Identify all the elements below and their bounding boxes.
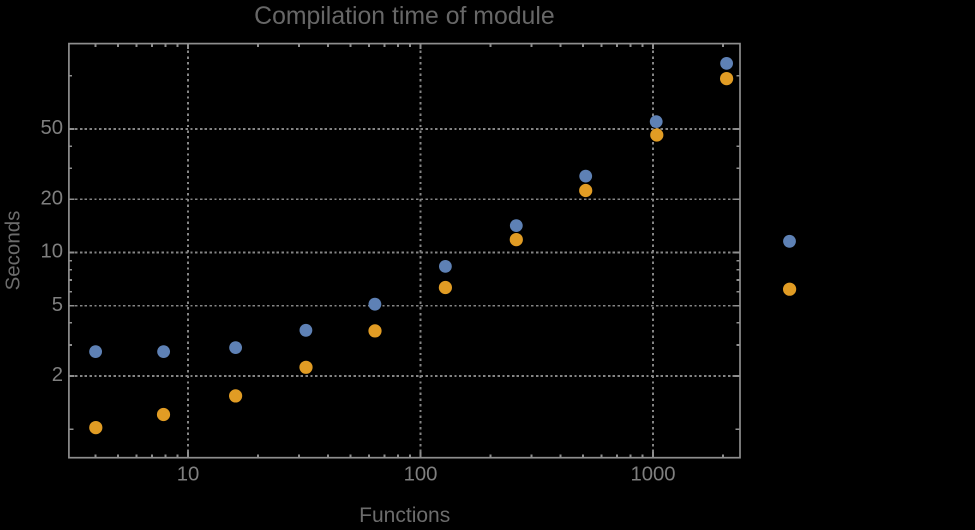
svg-text:10: 10 <box>40 241 63 263</box>
svg-text:5: 5 <box>52 294 63 316</box>
svg-text:Compilation time of module: Compilation time of module <box>254 3 554 30</box>
svg-text:Functions: Functions <box>359 504 450 525</box>
svg-text:100: 100 <box>404 463 438 485</box>
svg-text:Seconds: Seconds <box>1 211 24 291</box>
svg-text:1000: 1000 <box>630 463 675 485</box>
svg-text:20: 20 <box>40 187 63 209</box>
svg-text:2: 2 <box>52 364 63 386</box>
svg-text:10: 10 <box>177 463 200 485</box>
svg-text:50: 50 <box>40 117 63 139</box>
